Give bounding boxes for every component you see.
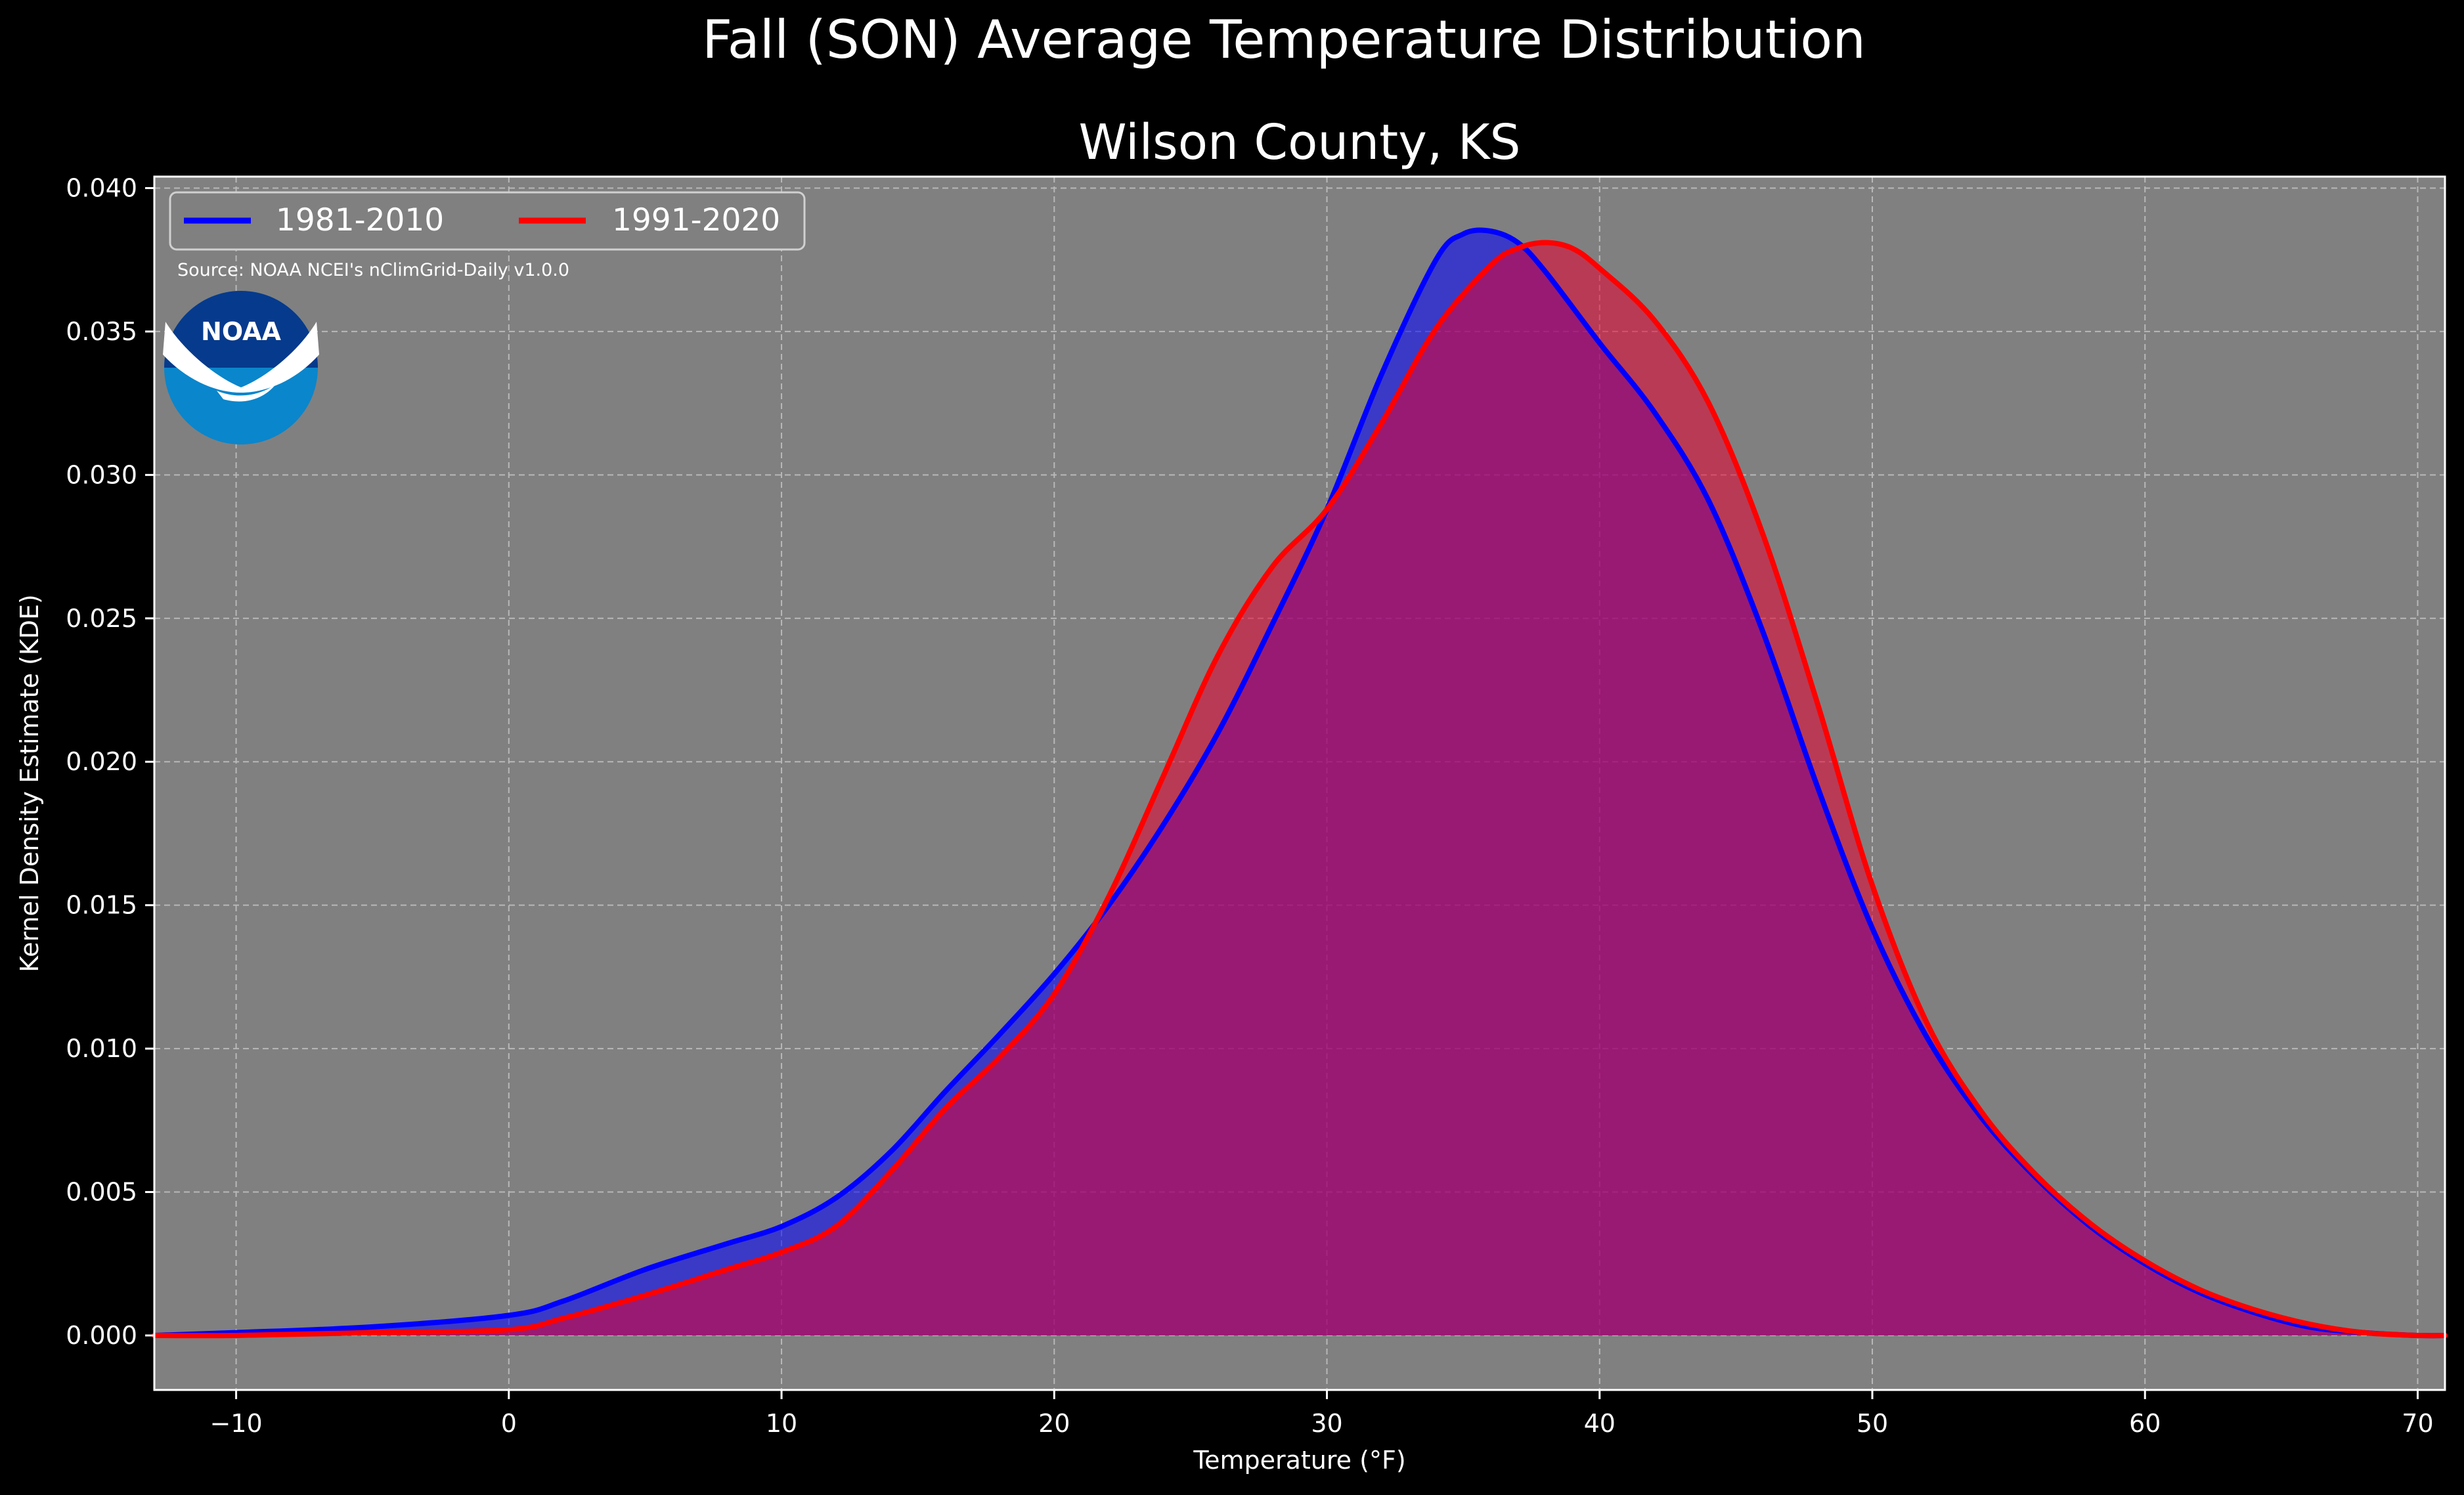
- legend-label-1991-2020: 1991-2020: [612, 202, 780, 238]
- source-note: Source: NOAA NCEI's nClimGrid-Daily v1.0…: [177, 260, 569, 280]
- x-tick-label: 60: [2129, 1409, 2161, 1438]
- legend-frame: [169, 191, 806, 251]
- legend-label-1981-2010: 1981-2010: [276, 202, 444, 238]
- y-tick-label: 0.020: [66, 747, 137, 776]
- x-axis-label: Temperature (°F): [1193, 1446, 1405, 1475]
- x-tick-label: 0: [501, 1409, 517, 1438]
- y-tick-label: 0.010: [66, 1034, 137, 1063]
- series-line-layer: [152, 227, 2448, 1339]
- y-tick-label: 0.040: [66, 173, 137, 202]
- y-tick-label: 0.025: [66, 604, 137, 633]
- legend: 1981-2010 1991-2020: [169, 191, 806, 251]
- x-tick-label: 50: [1857, 1409, 1888, 1438]
- y-tick-label: 0.030: [66, 460, 137, 489]
- x-tick-label: 20: [1038, 1409, 1070, 1438]
- plot-frame: [153, 175, 2446, 1391]
- noaa-logo-text: NOAA: [201, 317, 281, 346]
- y-tick-label: 0.015: [66, 891, 137, 920]
- x-tick-label: 70: [2402, 1409, 2433, 1438]
- x-tick-label: 40: [1584, 1409, 1616, 1438]
- series-area-1991-2020: [154, 242, 2445, 1336]
- y-tick-label: 0.000: [66, 1321, 137, 1350]
- tick-layer: −10 0 10 20 30 40 50 60 70 0.000 0.005 0.010 0.015 0.…: [66, 173, 2433, 1438]
- series-line-1991-2020: [152, 240, 2448, 1339]
- y-axis-label: Kernel Density Estimate (KDE): [15, 594, 44, 972]
- chart-title: Fall (SON) Average Temperature Distribut…: [702, 9, 1866, 70]
- noaa-logo: NOAA: [163, 291, 319, 444]
- y-tick-label: 0.035: [66, 317, 137, 346]
- series-fill-layer: [154, 230, 2445, 1336]
- y-tick-label: 0.005: [66, 1178, 137, 1207]
- x-tick-label: 10: [766, 1409, 797, 1438]
- x-tick-label: −10: [209, 1409, 262, 1438]
- chart-subtitle: Wilson County, KS: [1078, 114, 1520, 171]
- x-tick-label: 30: [1311, 1409, 1342, 1438]
